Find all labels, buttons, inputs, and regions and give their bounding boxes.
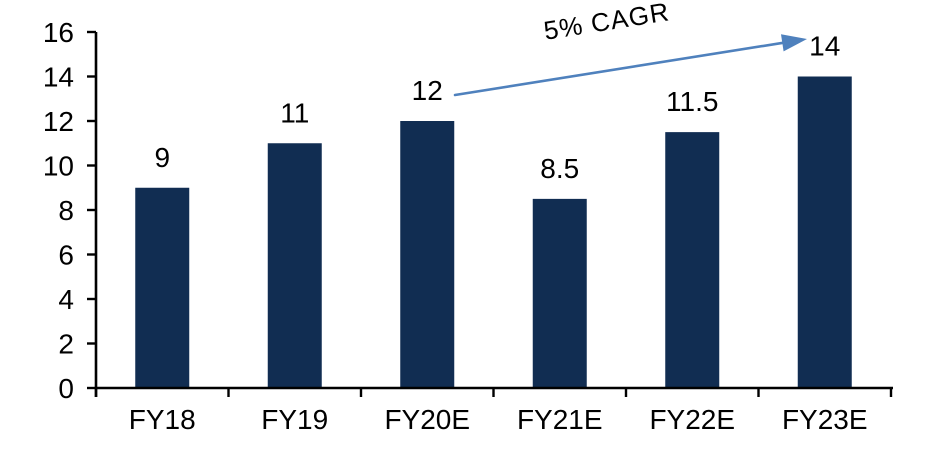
y-tick-label: 2	[58, 329, 74, 360]
bar	[532, 198, 587, 388]
cagr-label: 5% CAGR	[542, 0, 672, 46]
bar	[797, 76, 852, 388]
y-tick-label: 6	[58, 240, 74, 271]
y-tick-label: 10	[43, 151, 74, 182]
x-tick-label: FY19	[261, 404, 328, 435]
bar	[135, 187, 190, 388]
y-tick-label: 0	[58, 373, 74, 404]
y-tick-label: 12	[43, 106, 74, 137]
y-tick-label: 4	[58, 284, 74, 315]
x-tick-label: FY20E	[384, 404, 470, 435]
cagr-arrow-line	[453, 41, 785, 97]
x-tick-label: FY18	[129, 404, 196, 435]
bar-value-label: 9	[154, 142, 170, 173]
bar-value-label: 11	[280, 97, 309, 128]
bar-value-label: 8.5	[540, 153, 579, 184]
y-tick-label: 8	[58, 195, 74, 226]
bar	[267, 143, 322, 388]
bar	[400, 121, 455, 388]
x-tick-label: FY23E	[782, 404, 868, 435]
x-tick-label: FY21E	[517, 404, 603, 435]
cagr-arrowhead-icon	[781, 34, 807, 52]
bar-value-label: 11.5	[666, 86, 718, 117]
y-tick-label: 16	[43, 17, 74, 48]
y-tick-label: 14	[43, 62, 74, 93]
bar-value-label: 14	[809, 31, 840, 62]
x-tick-label: FY22E	[649, 404, 735, 435]
bar	[665, 132, 720, 388]
bar-value-label: 12	[412, 75, 443, 106]
